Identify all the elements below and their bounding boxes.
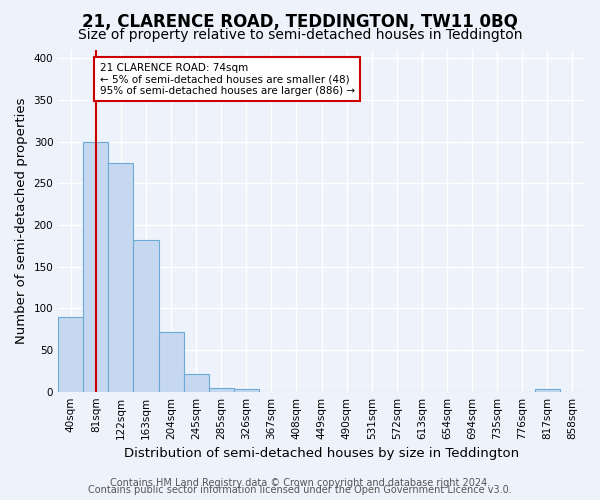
Bar: [209, 388, 234, 392]
Text: Contains HM Land Registry data © Crown copyright and database right 2024.: Contains HM Land Registry data © Crown c…: [110, 478, 490, 488]
Bar: [133, 240, 158, 392]
Bar: [109, 162, 133, 392]
Text: Contains public sector information licensed under the Open Government Licence v3: Contains public sector information licen…: [88, 485, 512, 495]
Bar: [83, 142, 109, 392]
Bar: [234, 389, 259, 392]
Text: 21, CLARENCE ROAD, TEDDINGTON, TW11 0BQ: 21, CLARENCE ROAD, TEDDINGTON, TW11 0BQ: [82, 12, 518, 30]
Text: Size of property relative to semi-detached houses in Teddington: Size of property relative to semi-detach…: [78, 28, 522, 42]
Text: 21 CLARENCE ROAD: 74sqm
← 5% of semi-detached houses are smaller (48)
95% of sem: 21 CLARENCE ROAD: 74sqm ← 5% of semi-det…: [100, 62, 355, 96]
Bar: [535, 389, 560, 392]
Bar: [58, 316, 83, 392]
X-axis label: Distribution of semi-detached houses by size in Teddington: Distribution of semi-detached houses by …: [124, 447, 519, 460]
Y-axis label: Number of semi-detached properties: Number of semi-detached properties: [15, 98, 28, 344]
Bar: [184, 374, 209, 392]
Bar: [158, 332, 184, 392]
